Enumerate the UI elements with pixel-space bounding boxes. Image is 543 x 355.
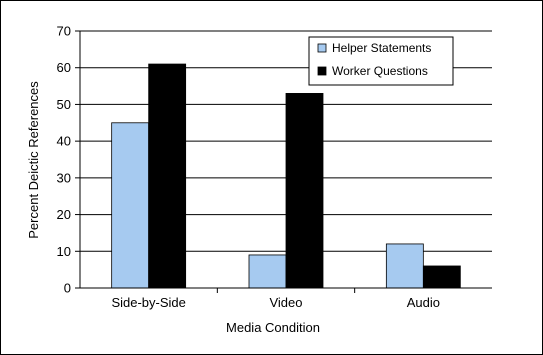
y-tick-label: 50 bbox=[57, 97, 71, 112]
bar-helper-statements bbox=[385, 243, 424, 289]
bar-helper-statements bbox=[248, 254, 287, 289]
y-tick-label: 20 bbox=[57, 207, 71, 222]
bar-helper-statements bbox=[111, 122, 150, 289]
legend-label-helper-statements: Helper Statements bbox=[332, 41, 431, 55]
y-axis-title: Percent Deictic References bbox=[26, 81, 41, 239]
bars bbox=[111, 63, 461, 289]
x-axis-title: Media Condition bbox=[226, 320, 320, 335]
y-tick-label: 60 bbox=[57, 60, 71, 75]
legend-label-worker-questions: Worker Questions bbox=[332, 64, 428, 78]
legend-box bbox=[308, 36, 454, 86]
x-tick-label: Video bbox=[269, 295, 302, 310]
legend-swatch-worker-questions bbox=[317, 66, 327, 76]
y-tick-label: 40 bbox=[57, 134, 71, 149]
legend: Helper Statements Worker Questions bbox=[308, 36, 454, 86]
bar-worker-questions bbox=[422, 265, 461, 289]
bar-worker-questions bbox=[285, 93, 324, 289]
x-tick-label: Audio bbox=[407, 295, 440, 310]
bar-worker-questions bbox=[148, 63, 187, 289]
axes: 0 10 20 30 40 50 60 70 Side-by-Side Video Audio bbox=[57, 24, 492, 310]
x-tick-label: Side-by-Side bbox=[111, 295, 185, 310]
legend-swatch-helper-statements bbox=[317, 43, 327, 53]
y-tick-label: 30 bbox=[57, 170, 71, 185]
y-tick-label: 0 bbox=[64, 281, 71, 296]
y-tick-label: 70 bbox=[57, 24, 71, 39]
y-tick-label: 10 bbox=[57, 244, 71, 259]
